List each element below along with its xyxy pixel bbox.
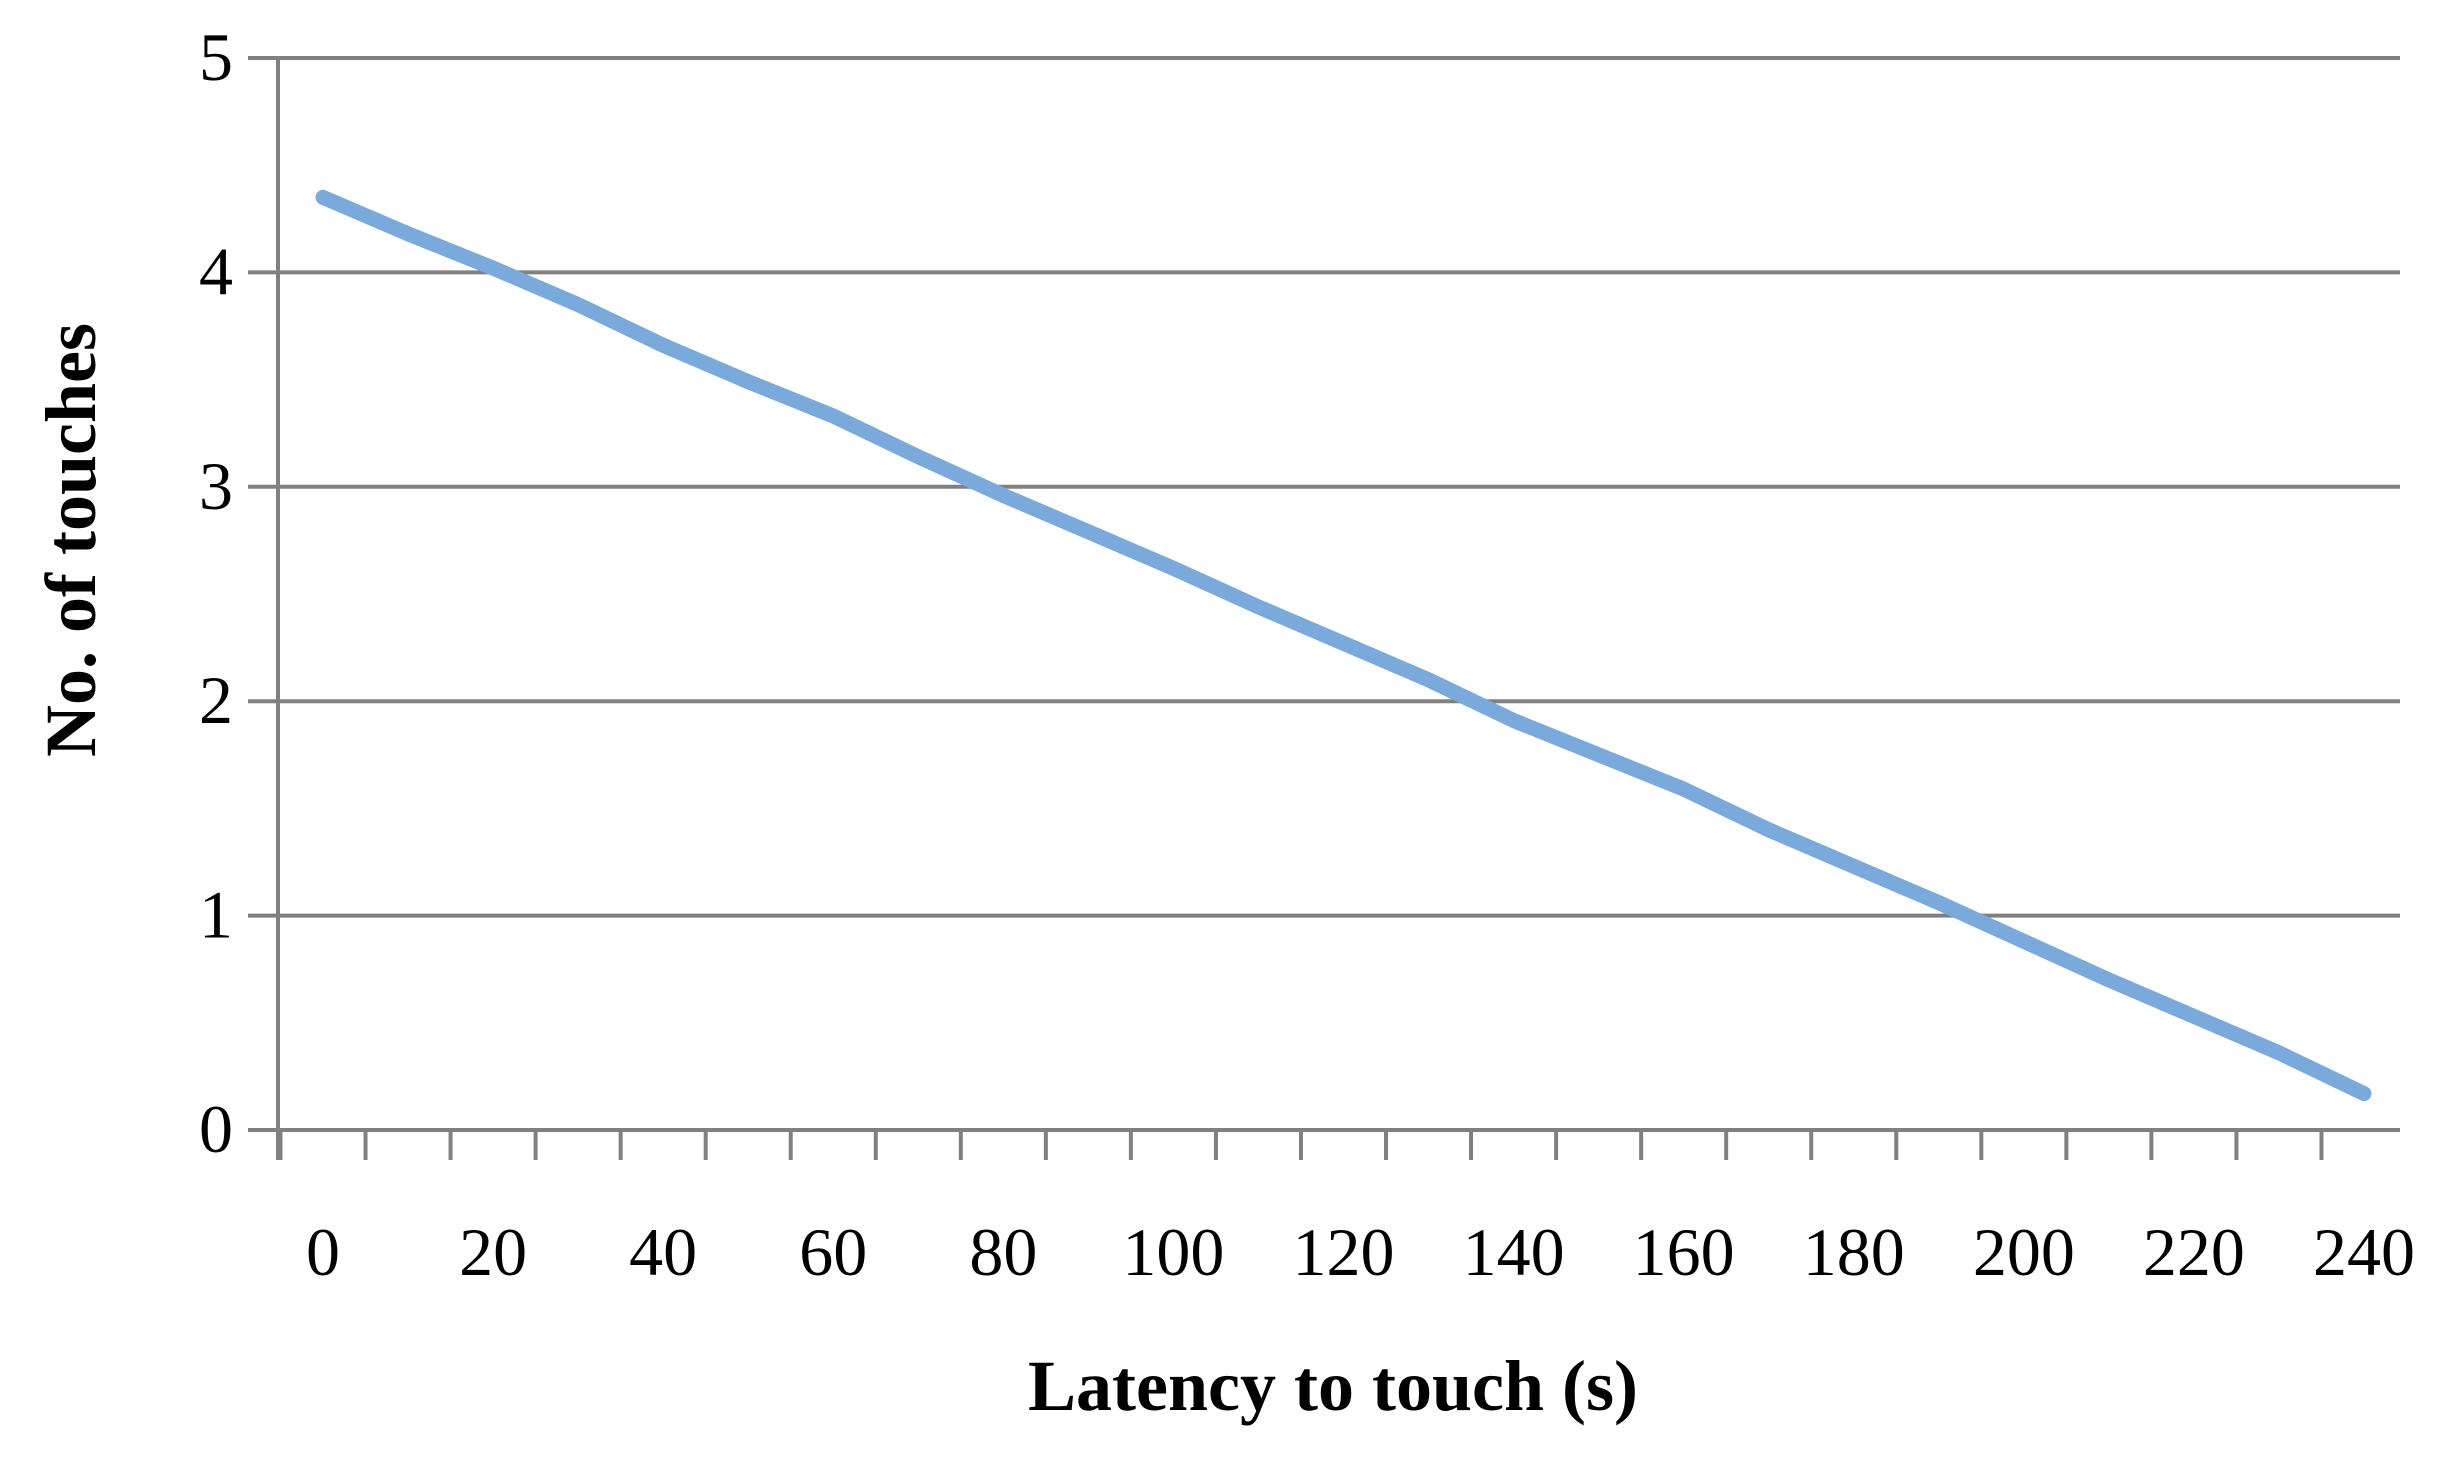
- x-tick-label: 200: [1973, 1214, 2075, 1290]
- x-tick-label: 20: [459, 1214, 527, 1290]
- x-tick-label: 160: [1633, 1214, 1735, 1290]
- x-tick-label: 120: [1293, 1214, 1395, 1290]
- x-tick-label: 180: [1803, 1214, 1905, 1290]
- y-tick-label: 0: [199, 1091, 233, 1167]
- x-tick-labels: 0 20 40 60 80 100 120 140 160 180 200 220 240: [306, 1214, 2415, 1290]
- x-tick-label: 220: [2143, 1214, 2245, 1290]
- series-group: [315, 189, 2372, 1102]
- y-tick-label: 3: [199, 448, 233, 524]
- y-tick-label: 5: [199, 19, 233, 95]
- x-tick-label: 80: [969, 1214, 1037, 1290]
- x-tick-label: 60: [799, 1214, 867, 1290]
- x-axis-title: Latency to touch (s): [1028, 1346, 1638, 1426]
- x-tick-label: 0: [306, 1214, 340, 1290]
- y-tick-label: 2: [199, 662, 233, 738]
- x-tick-label: 240: [2313, 1214, 2415, 1290]
- x-tick-label: 100: [1122, 1214, 1224, 1290]
- x-tick-label: 140: [1463, 1214, 1565, 1290]
- x-tick-label: 40: [629, 1214, 697, 1290]
- y-tick-label: 4: [199, 233, 233, 309]
- y-tick-labels: 0 1 2 3 4 5: [199, 19, 233, 1167]
- gridlines: [278, 56, 2400, 918]
- y-tick-label: 1: [199, 877, 233, 953]
- axes: [248, 56, 2400, 1160]
- y-axis-title: No. of touches: [31, 323, 111, 757]
- series-line-0: [315, 189, 2372, 1102]
